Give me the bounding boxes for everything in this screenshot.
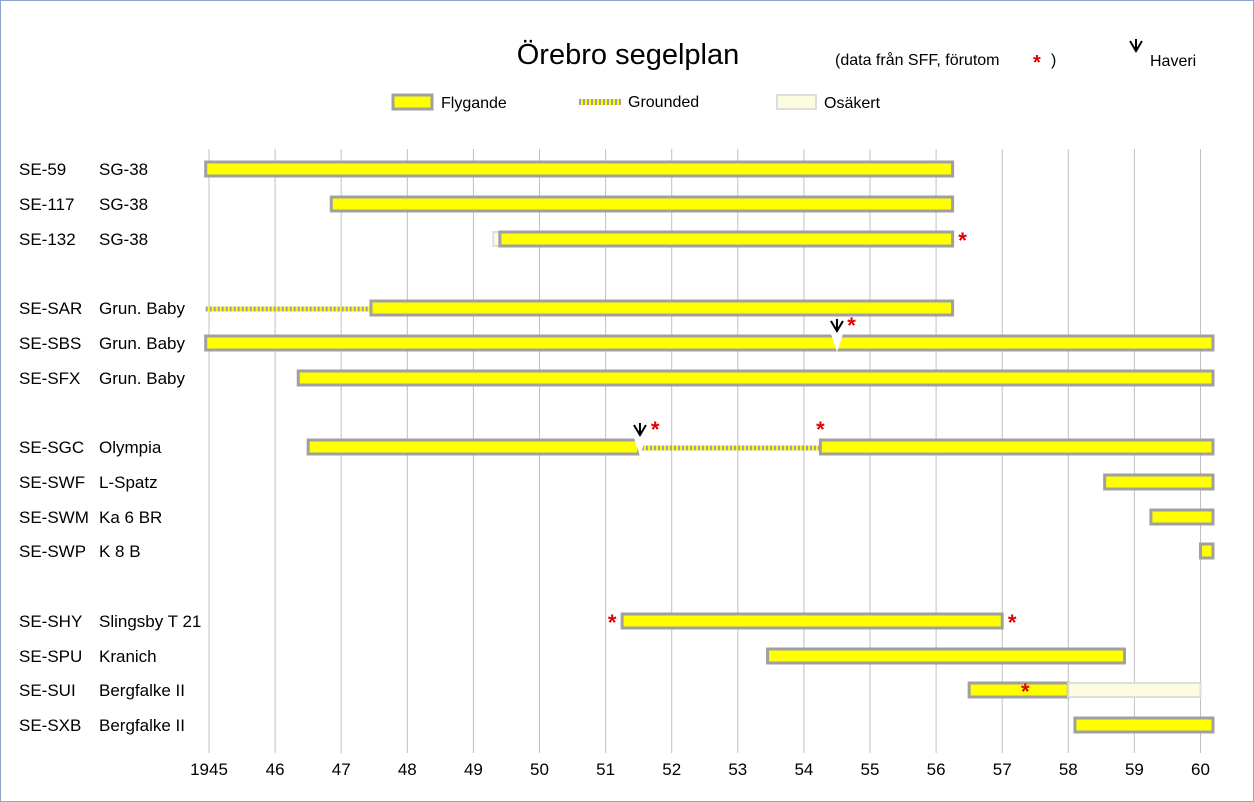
marks-layer: * * * * * * * bbox=[608, 228, 1030, 704]
legend-label-flying: Flygande bbox=[441, 95, 507, 112]
x-axis-ticks: 1945 46 47 48 49 50 51 52 53 54 55 56 57 58 59 60 bbox=[190, 760, 1210, 779]
bar-flying bbox=[204, 160, 955, 178]
crash-icon bbox=[830, 319, 844, 333]
bar-flying bbox=[329, 195, 955, 213]
legend-swatch-flying bbox=[391, 93, 434, 111]
row-registration: SE-117 bbox=[19, 195, 74, 214]
crash-icon bbox=[633, 423, 647, 437]
bar-flying bbox=[620, 612, 1004, 630]
row-aircraft-type: Bergfalke II bbox=[99, 716, 185, 735]
x-tick-label: 54 bbox=[794, 760, 813, 779]
x-tick-label: 59 bbox=[1125, 760, 1144, 779]
bar-flying bbox=[1149, 508, 1215, 526]
source-asterisk: * bbox=[608, 610, 617, 635]
legend-label-uncertain: Osäkert bbox=[824, 95, 881, 112]
x-tick-label: 46 bbox=[266, 760, 285, 779]
bar-flying bbox=[967, 681, 1070, 699]
row-aircraft-type: K 8 B bbox=[99, 542, 141, 561]
x-tick-label: 1945 bbox=[190, 760, 228, 779]
bar-flying bbox=[296, 369, 1215, 387]
bar-flying bbox=[498, 230, 955, 248]
bar-flying bbox=[1073, 716, 1215, 734]
crash-notch bbox=[633, 438, 646, 456]
x-tick-label: 53 bbox=[728, 760, 747, 779]
row-registration: SE-SWF bbox=[19, 473, 85, 492]
x-tick-label: 48 bbox=[398, 760, 417, 779]
subtitle-asterisk: * bbox=[1033, 52, 1041, 74]
row-labels: SE-59 SG-38 SE-117 SG-38 SE-132 SG-38 SE-SAR Gr… bbox=[19, 160, 201, 735]
bar-flying bbox=[1199, 542, 1215, 560]
row-aircraft-type: L-Spatz bbox=[99, 473, 158, 492]
row-registration: SE-132 bbox=[19, 230, 76, 249]
row-aircraft-type: Grun. Baby bbox=[99, 299, 185, 318]
bars-layer bbox=[204, 160, 1215, 734]
row-registration: SE-SAR bbox=[19, 299, 82, 318]
bar-uncertain bbox=[1067, 682, 1202, 698]
x-tick-label: 60 bbox=[1191, 760, 1210, 779]
x-tick-label: 47 bbox=[332, 760, 351, 779]
x-tick-label: 52 bbox=[662, 760, 681, 779]
haveri-icon bbox=[1129, 39, 1143, 53]
row-registration: SE-SWM bbox=[19, 508, 89, 527]
row-aircraft-type: Bergfalke II bbox=[99, 681, 185, 700]
row-registration: SE-SHY bbox=[19, 612, 82, 631]
row-aircraft-type: Kranich bbox=[99, 647, 157, 666]
row-aircraft-type: SG-38 bbox=[99, 160, 148, 179]
row-registration: SE-SUI bbox=[19, 681, 76, 700]
source-asterisk: * bbox=[1021, 679, 1030, 704]
source-asterisk: * bbox=[1008, 610, 1017, 635]
row-registration: SE-SWP bbox=[19, 542, 86, 561]
row-aircraft-type: SG-38 bbox=[99, 230, 148, 249]
x-tick-label: 51 bbox=[596, 760, 615, 779]
row-registration: SE-SFX bbox=[19, 369, 80, 388]
row-aircraft-type: SG-38 bbox=[99, 195, 148, 214]
x-tick-label: 50 bbox=[530, 760, 549, 779]
chart-subtitle-end: ) bbox=[1051, 52, 1056, 69]
crash-notch bbox=[830, 334, 843, 352]
bar-flying bbox=[766, 647, 1126, 665]
x-tick-label: 57 bbox=[993, 760, 1012, 779]
bar-flying bbox=[818, 438, 1215, 456]
bar-flying bbox=[306, 438, 641, 456]
legend-label-grounded: Grounded bbox=[628, 94, 699, 111]
row-aircraft-type: Grun. Baby bbox=[99, 369, 185, 388]
row-registration: SE-SGC bbox=[19, 438, 84, 457]
row-aircraft-type: Ka 6 BR bbox=[99, 508, 162, 527]
haveri-label: Haveri bbox=[1150, 53, 1196, 70]
x-tick-label: 55 bbox=[861, 760, 880, 779]
source-asterisk: * bbox=[958, 228, 967, 253]
row-aircraft-type: Olympia bbox=[99, 438, 162, 457]
x-tick-label: 49 bbox=[464, 760, 483, 779]
row-registration: SE-SXB bbox=[19, 716, 81, 735]
bar-flying bbox=[1103, 473, 1215, 491]
legend: Flygande Grounded Osäkert bbox=[391, 93, 881, 112]
x-tick-label: 56 bbox=[927, 760, 946, 779]
legend-swatch-uncertain bbox=[776, 94, 817, 110]
x-tick-label: 58 bbox=[1059, 760, 1078, 779]
source-asterisk: * bbox=[847, 313, 856, 338]
row-aircraft-type: Grun. Baby bbox=[99, 334, 185, 353]
chart-title: Örebro segelplan bbox=[517, 39, 739, 71]
row-aircraft-type: Slingsby T 21 bbox=[99, 612, 201, 631]
chart-subtitle: (data från SFF, förutom bbox=[835, 51, 1000, 69]
source-asterisk: * bbox=[816, 417, 825, 442]
row-registration: SE-59 bbox=[19, 160, 66, 179]
bar-flying bbox=[369, 299, 955, 317]
source-asterisk: * bbox=[651, 417, 660, 442]
row-registration: SE-SBS bbox=[19, 334, 81, 353]
row-registration: SE-SPU bbox=[19, 647, 82, 666]
bar-flying bbox=[204, 334, 1215, 352]
